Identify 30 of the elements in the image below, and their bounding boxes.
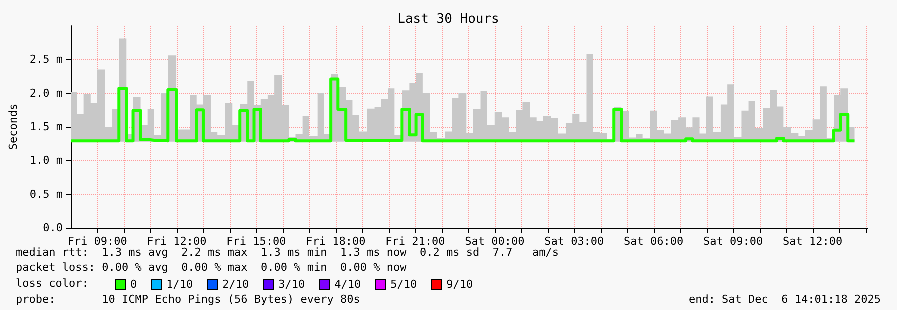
legend-label: 9/10 xyxy=(446,278,474,291)
y-tick-label: 2.0 m xyxy=(30,86,64,100)
x-tick-label: Sat 06:00 xyxy=(624,235,684,248)
x-tick-label: Fri 15:00 xyxy=(226,235,286,248)
legend-label: 3/10 xyxy=(278,278,306,291)
x-tick-label: Fri 21:00 xyxy=(386,235,446,248)
legend-label: 2/10 xyxy=(222,278,250,291)
legend-label: 4/10 xyxy=(334,278,362,291)
legend-title: loss color: xyxy=(16,277,89,290)
text: probe: 10 ICMP Echo Pings (56 Bytes) every 80s xyxy=(16,293,360,306)
y-tick-label: 2.5 m xyxy=(30,53,64,66)
legend-label: 1/10 xyxy=(166,278,194,291)
legend-label: 5/10 xyxy=(390,278,418,291)
x-tick-label: Fri 18:00 xyxy=(306,235,366,248)
y-tick-label: 0.0 xyxy=(43,222,64,234)
x-tick-label: Fri 12:00 xyxy=(147,235,207,248)
x-tick-label: Sat 03:00 xyxy=(544,235,604,248)
chart-title: Last 30 Hours xyxy=(398,12,500,27)
y-tick-label: 1.5 m xyxy=(30,120,64,134)
x-tick-label: Sat 12:00 xyxy=(783,235,843,248)
legend-label: 0 xyxy=(130,278,138,291)
y-tick-label: 1.0 m xyxy=(30,154,64,168)
x-tick-label: Sat 00:00 xyxy=(465,235,525,248)
text: end: Sat Dec 6 14:01:18 2025 xyxy=(688,293,882,306)
y-tick-label: 0.5 m xyxy=(30,188,64,201)
y-axis-title: Seconds xyxy=(7,104,20,150)
x-tick-label: Sat 09:00 xyxy=(704,235,764,248)
text: packet loss: 0.00 % avg 0.00 % max 0.00 % min 0.00 % now xyxy=(16,261,408,274)
text: median rtt: 1.3 ms avg 2.2 ms max 1.3 ms min 1.3 ms now 0.2 ms sd 7.7 am/s xyxy=(16,246,560,259)
x-tick-label: Fri 09:00 xyxy=(68,235,128,248)
